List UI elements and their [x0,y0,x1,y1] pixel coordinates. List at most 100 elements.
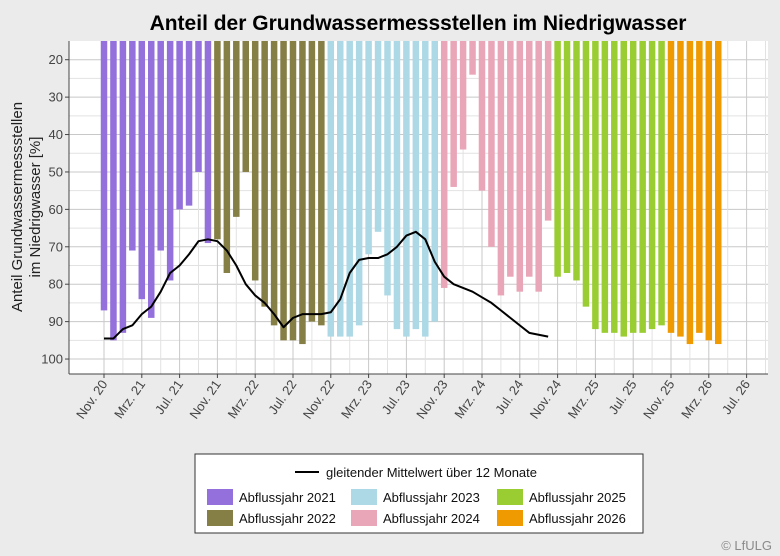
bar [242,41,249,172]
bar [459,41,467,150]
bar [403,41,410,337]
bar [204,41,212,244]
bar [374,41,382,232]
bar [393,41,401,330]
legend-box [194,453,644,534]
y-tick-label: 30 [49,90,63,105]
bar [223,41,231,273]
bar [384,41,391,296]
bar [289,41,297,341]
x-tick-label: Mrz. 24 [451,377,488,421]
bar [507,41,514,277]
bar [696,41,703,333]
bar [535,41,542,292]
bar [573,41,580,281]
bar [148,41,155,318]
bar [620,41,627,337]
x-tick-label: Jul. 26 [719,377,753,417]
legend-label: Abflussjahr 2022 [239,511,336,526]
legend-label: Abflussjahr 2023 [383,490,480,505]
bar [166,41,174,281]
bar [280,41,287,341]
legend-swatch [497,489,523,505]
bar [195,41,202,172]
bar [431,41,438,322]
bar [601,41,609,333]
bar [497,41,505,296]
x-tick-label: Mrz. 21 [111,377,148,421]
bar [308,41,316,322]
y-tick-label: 40 [49,127,63,142]
bar [667,41,675,333]
x-tick-label: Mrz. 22 [225,377,262,421]
moving-average-line-group [104,230,549,340]
y-tick-label: 80 [49,277,63,292]
legend-swatch [207,489,233,505]
bar [233,41,240,217]
bar [648,41,656,330]
legend-label: Abflussjahr 2025 [529,490,626,505]
x-tick-label: Jul. 24 [492,377,526,417]
bar [629,41,637,333]
y-tick-label: 60 [49,202,63,217]
x-tick-label: Nov. 25 [640,377,677,422]
x-tick-label: Jul. 21 [152,377,186,417]
bar [327,41,335,337]
bar [686,41,694,345]
x-tick-label: Nov. 24 [527,377,564,422]
bar [157,41,164,251]
bar [214,41,221,240]
moving-average-line [104,230,549,340]
bar [355,41,363,326]
x-tick-label: Mrz. 23 [338,377,375,421]
legend-label: Abflussjahr 2021 [239,490,336,505]
legend-swatch [207,510,233,526]
legend-label: Abflussjahr 2024 [383,511,480,526]
x-tick-label: Mrz. 26 [678,377,715,421]
bar [119,41,127,333]
bar [422,41,429,337]
bar [554,41,561,277]
chart-title: Anteil der Grundwassermessstellen im Nie… [150,12,687,35]
bar [715,41,722,345]
legend-line-label: gleitender Mittelwert über 12 Monate [326,465,537,480]
bar [365,41,372,255]
y-axis-title-line-2: im Niedrigwasser [%] [27,137,44,278]
y-axis: 20 30 40 50 60 70 80 90 100 [41,41,70,374]
bar [138,41,146,300]
copyright-note: © LfULG [721,538,772,553]
bar [251,41,259,281]
bar [705,41,713,341]
legend-swatch [351,489,377,505]
legend-label: Abflussjahr 2026 [529,511,626,526]
legend-swatch [497,510,523,526]
bar [516,41,524,292]
bar [639,41,646,333]
bar [185,41,193,206]
bar [658,41,665,326]
legend: gleitender Mittelwert über 12 Monate Abfl… [194,453,644,534]
x-tick-label: Nov. 22 [300,377,337,422]
x-tick-label: Jul. 23 [379,377,413,417]
y-tick-label: 70 [49,239,63,254]
bar [346,41,353,337]
bar [176,41,183,210]
x-tick-label: Jul. 22 [265,377,299,417]
bar [469,41,476,75]
y-tick-label: 90 [49,314,63,329]
bar [611,41,618,333]
y-axis-title-line-1: Anteil Grundwassermessstellen [9,102,26,312]
x-tick-label: Nov. 23 [413,377,450,422]
bar [440,41,448,288]
bar [582,41,590,307]
bar [488,41,495,247]
bar [412,41,420,330]
x-axis: Nov. 20 Mrz. 21 Jul. 21 Nov. 21 Mrz. 22 Jul. … [69,373,768,422]
bar [270,41,278,326]
y-axis-title: Anteil Grundwassermessstellen im Niedrig… [9,102,44,312]
bar [337,41,344,337]
bar [318,41,325,326]
y-tick-label: 50 [49,164,63,179]
x-tick-label: Nov. 20 [73,377,110,422]
